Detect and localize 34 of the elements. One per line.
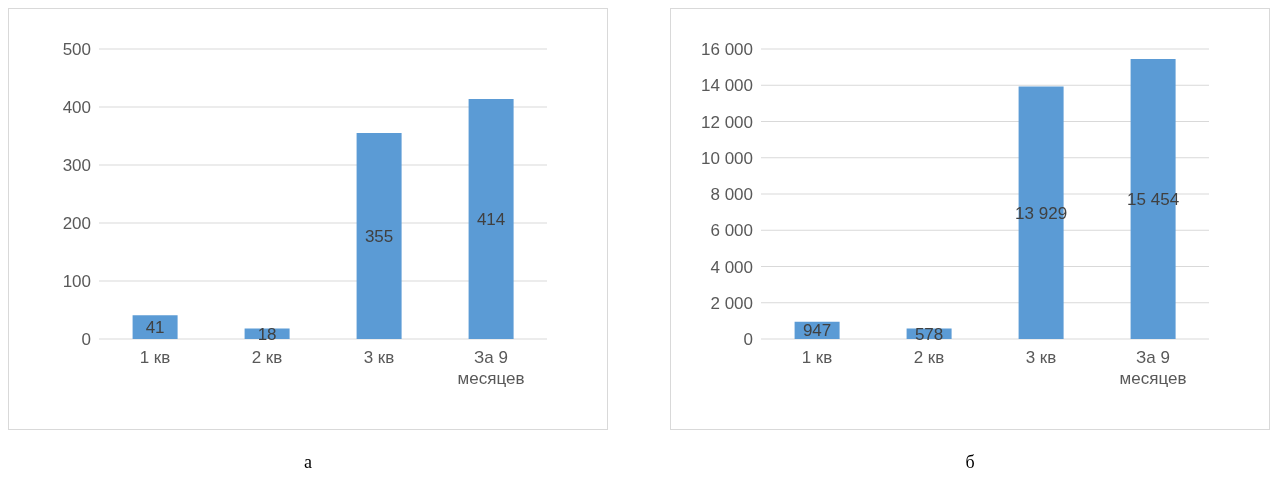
data-label: 947 bbox=[802, 321, 832, 341]
x-tick-label: 2 кв bbox=[251, 348, 283, 367]
y-tick-label: 200 bbox=[62, 214, 91, 234]
y-tick-label: 4 000 bbox=[710, 257, 753, 277]
y-tick-label: 400 bbox=[62, 98, 91, 118]
x-tick-label: 3 кв bbox=[1025, 348, 1057, 367]
y-tick-label: 300 bbox=[62, 156, 91, 176]
data-label: 355 bbox=[364, 227, 394, 247]
data-label: 414 bbox=[476, 209, 506, 229]
text: а bbox=[303, 452, 313, 473]
bar bbox=[468, 98, 514, 339]
y-tick-label: 0 bbox=[81, 330, 91, 350]
data-label: 18 bbox=[257, 324, 277, 344]
bar bbox=[132, 315, 178, 339]
data-label: 41 bbox=[145, 318, 165, 338]
y-tick-label: 6 000 bbox=[710, 221, 753, 241]
data-label: 578 bbox=[914, 324, 944, 344]
bar bbox=[356, 133, 402, 339]
y-tick-label: 100 bbox=[62, 272, 91, 292]
y-tick-label: 14 000 bbox=[701, 76, 753, 96]
x-tick-label: 2 кв bbox=[913, 348, 945, 367]
x-tick-label: 1 кв bbox=[801, 348, 833, 367]
x-tick-label: 1 кв bbox=[139, 348, 171, 367]
x-tick-label: За 9 месяцев bbox=[457, 348, 525, 388]
y-tick-label: 500 bbox=[62, 40, 91, 60]
y-tick-label: 10 000 bbox=[701, 148, 753, 168]
x-tick-label: За 9 месяцев bbox=[1119, 348, 1187, 388]
y-tick-label: 8 000 bbox=[710, 185, 753, 205]
y-tick-label: 16 000 bbox=[701, 40, 753, 60]
x-tick-label: 3 кв bbox=[363, 348, 395, 367]
y-tick-label: 12 000 bbox=[701, 112, 753, 132]
y-tick-label: 0 bbox=[743, 330, 753, 350]
text: б bbox=[964, 452, 976, 473]
y-tick-label: 2 000 bbox=[710, 293, 753, 313]
